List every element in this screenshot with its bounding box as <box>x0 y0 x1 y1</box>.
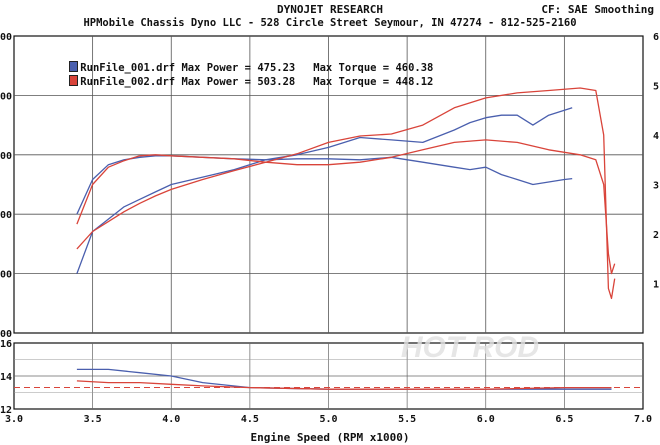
y-tick-label-left: 00 <box>0 91 12 102</box>
legend-power-label-run-1: Max Power = <box>181 62 251 74</box>
legend-torque-label-run-1: Max Torque = <box>313 62 390 74</box>
y-tick-label-right: 2 <box>653 230 659 241</box>
series-line-torque-run-2 <box>76 139 616 275</box>
chart-subtitle: HPMobile Chassis Dyno LLC - 528 Circle S… <box>83 17 577 29</box>
legend: RunFile_001.drf Max Power = 475.23 Max To… <box>44 47 433 88</box>
y-tick-label-right: 4 <box>653 131 659 142</box>
legend-power-label-run-2: Max Power = <box>181 76 251 88</box>
legend-power-run-2: 503.28 <box>257 76 296 88</box>
y-tick-label-left: 00 <box>0 151 12 162</box>
legend-swatch-run-2 <box>69 75 79 86</box>
y-tick-label-right: 1 <box>653 280 659 291</box>
x-tick-label: 4.0 <box>162 414 180 425</box>
x-tick-label: 3.0 <box>5 414 23 425</box>
x-tick-label: 6.0 <box>477 414 495 425</box>
x-tick-label: 4.5 <box>241 414 259 425</box>
series-line-power-run-1 <box>76 107 573 274</box>
watermark-logo: HOT ROD <box>401 331 539 364</box>
correction-factor-note: CF: SAE Smoothing <box>541 3 654 16</box>
afr-y-tick-label: 12 <box>0 405 12 416</box>
y-tick-label-right: 5 <box>653 82 659 93</box>
y-tick-label-left: 00 <box>0 329 12 340</box>
legend-entry-run-2: RunFile_002.drf Max Power = 503.28 Max To… <box>44 61 433 88</box>
legend-torque-run-1: 460.38 <box>395 62 434 74</box>
x-tick-label: 5.0 <box>319 414 337 425</box>
series-line-power-run-2 <box>76 87 616 300</box>
y-tick-label-left: 00 <box>0 270 12 281</box>
x-tick-label: 6.5 <box>555 414 573 425</box>
legend-file-run-2: RunFile_002.drf <box>80 76 176 88</box>
series-line-torque-run-1 <box>76 155 573 215</box>
legend-entry-run-1: RunFile_001.drf Max Power = 475.23 Max To… <box>44 47 433 74</box>
afr-y-tick-label: 16 <box>0 339 12 350</box>
y-tick-label-right: 6 <box>653 32 659 43</box>
legend-power-run-1: 475.23 <box>257 62 296 74</box>
legend-torque-label-run-2: Max Torque = <box>313 76 390 88</box>
y-tick-label-left: 00 <box>0 210 12 221</box>
x-tick-label: 5.5 <box>398 414 416 425</box>
y-tick-label-right: 3 <box>653 181 659 192</box>
x-tick-label: 7.0 <box>634 414 652 425</box>
x-tick-label: 3.5 <box>84 414 102 425</box>
x-axis-label: Engine Speed (RPM x1000) <box>250 431 410 444</box>
legend-file-run-1: RunFile_001.drf <box>80 62 176 74</box>
afr-y-tick-label: 14 <box>0 372 12 383</box>
y-tick-label-left: 00 <box>0 32 12 43</box>
legend-torque-run-2: 448.12 <box>395 76 434 88</box>
legend-swatch-run-1 <box>69 61 79 72</box>
chart-title: DYNOJET RESEARCH <box>277 3 383 16</box>
